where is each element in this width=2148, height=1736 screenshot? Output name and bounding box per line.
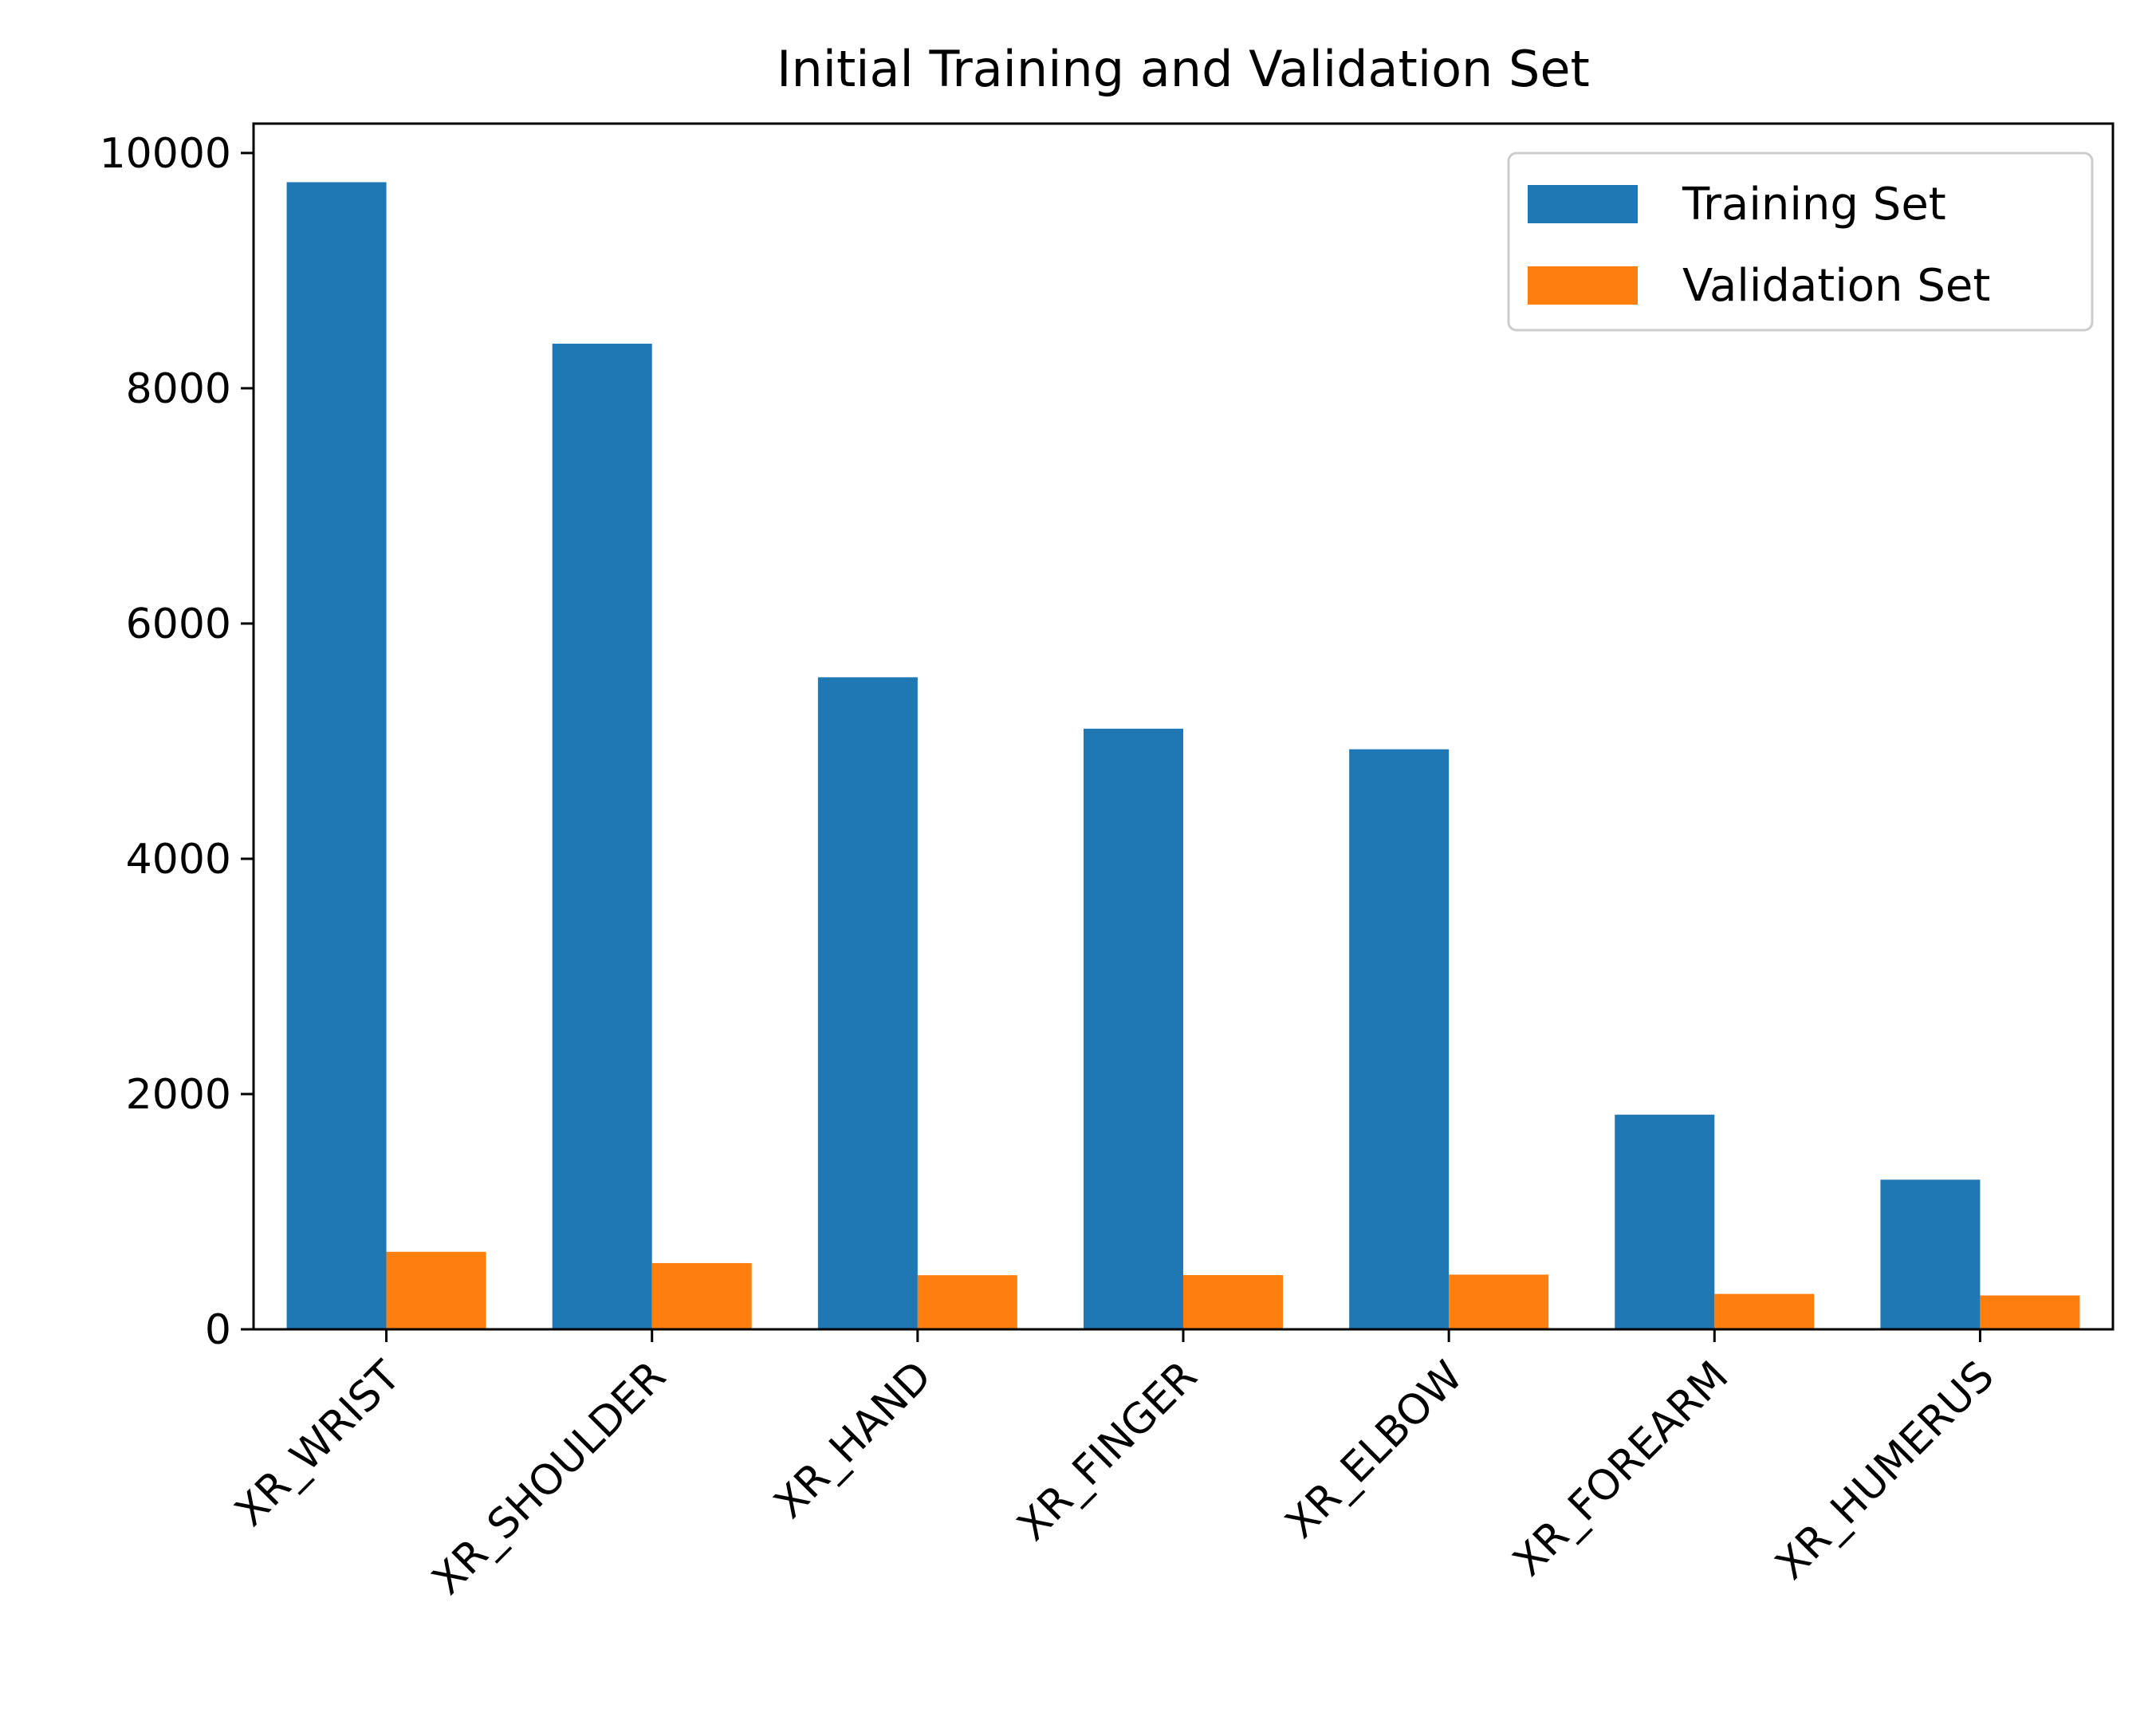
validation-bar-xr-wrist xyxy=(386,1251,486,1329)
y-tick-label: 10000 xyxy=(100,130,231,178)
validation-bar-xr-elbow xyxy=(1449,1274,1549,1329)
x-tick-label: XR_ELBOW xyxy=(1277,1352,1472,1548)
legend-label: Validation Set xyxy=(1682,260,1990,312)
legend-swatch xyxy=(1528,266,1638,305)
bars-group xyxy=(286,182,2080,1330)
x-tick-label: XR_FINGER xyxy=(1009,1352,1206,1550)
y-tick-label: 8000 xyxy=(126,365,231,413)
y-tick-label: 2000 xyxy=(126,1071,231,1119)
training-bar-xr-hand xyxy=(817,677,918,1329)
legend-swatch xyxy=(1528,185,1638,223)
y-tick-label: 6000 xyxy=(126,600,231,648)
x-tick-label: XR_HAND xyxy=(765,1352,941,1528)
training-bar-xr-finger xyxy=(1084,728,1183,1329)
training-bar-xr-forearm xyxy=(1615,1114,1715,1329)
training-bar-xr-elbow xyxy=(1349,749,1450,1329)
legend-label: Training Set xyxy=(1682,179,1946,230)
x-tick-label: XR_HUMERUS xyxy=(1767,1352,2004,1589)
legend-box xyxy=(1507,152,2094,332)
y-tick-label: 0 xyxy=(205,1306,231,1354)
validation-bar-xr-forearm xyxy=(1714,1293,1815,1329)
training-bar-xr-wrist xyxy=(286,182,387,1330)
validation-bar-xr-finger xyxy=(1183,1274,1283,1329)
x-tick-label: XR_FOREARM xyxy=(1505,1352,1738,1586)
validation-bar-xr-shoulder xyxy=(651,1262,752,1329)
training-bar-xr-humerus xyxy=(1880,1179,1981,1329)
legend: Training Set Validation Set xyxy=(1507,152,2094,332)
y-axis: 0 2000 4000 6000 8000 10000 xyxy=(100,130,254,1354)
x-tick-label: XR_SHOULDER xyxy=(423,1352,675,1604)
x-axis: XR_WRIST XR_SHOULDER XR_HAND XR_FINGER XR_EL… xyxy=(226,1329,2004,1604)
validation-bar-xr-humerus xyxy=(1980,1295,2080,1329)
y-tick-label: 4000 xyxy=(126,836,231,884)
x-tick-label: XR_WRIST xyxy=(226,1352,410,1536)
chart-title: Initial Training and Validation Set xyxy=(777,40,1590,98)
validation-bar-xr-hand xyxy=(917,1275,1017,1329)
plot-frame xyxy=(252,122,2115,1331)
training-bar-xr-shoulder xyxy=(552,343,652,1329)
